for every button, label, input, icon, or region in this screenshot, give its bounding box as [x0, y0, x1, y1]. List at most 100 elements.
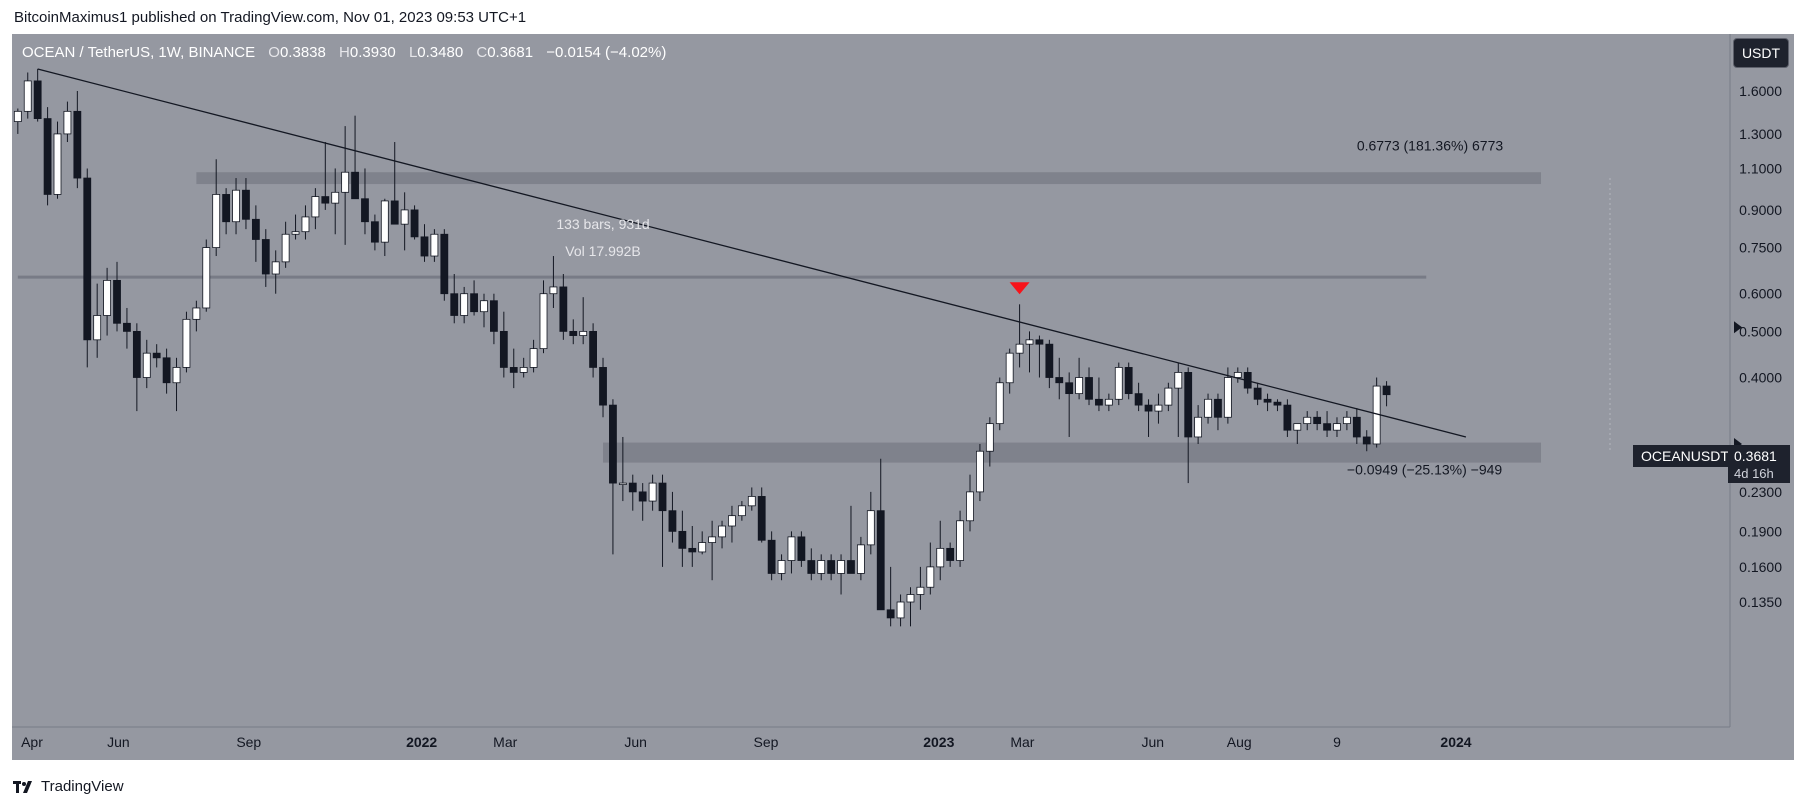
price-tick-label: 0.5000: [1739, 323, 1782, 339]
candle-111: [1095, 377, 1103, 412]
candle-35: [341, 126, 350, 245]
candle-body: [261, 239, 270, 275]
candle-body: [1114, 367, 1123, 400]
candle-88: [866, 491, 875, 555]
candle-70: [688, 526, 697, 567]
candle-body: [73, 110, 82, 179]
candle-33: [321, 142, 330, 210]
candle-body: [450, 293, 459, 316]
candle-118: [1164, 382, 1173, 412]
candle-45: [440, 229, 449, 301]
candle-124: [1223, 367, 1232, 424]
candle-48: [470, 280, 478, 316]
candle-110: [1085, 367, 1093, 406]
candle-131: [1293, 423, 1302, 444]
candle-body: [807, 560, 816, 574]
candle-body: [142, 352, 151, 378]
candle-8: [73, 91, 82, 189]
candle-39: [380, 198, 389, 257]
candle-body: [737, 505, 746, 517]
candle-body: [1263, 398, 1272, 403]
candle-90: [886, 566, 895, 627]
candle-body: [1005, 352, 1014, 384]
candle-body: [916, 586, 925, 595]
candle-body: [291, 231, 300, 235]
candle-body: [380, 200, 389, 243]
candle-17: [162, 348, 171, 394]
price-tick-label: 0.1900: [1739, 523, 1782, 539]
candle-140: [1382, 381, 1391, 407]
candle-62: [609, 399, 617, 555]
candle-26: [251, 205, 260, 262]
candle-body: [728, 515, 736, 527]
candle-body: [1303, 416, 1312, 425]
candle-body: [212, 194, 221, 248]
candle-86: [847, 505, 855, 574]
candle-102: [1005, 348, 1014, 394]
candle-101: [995, 377, 1004, 431]
currency-button[interactable]: USDT: [1733, 38, 1789, 68]
candle-105: [1035, 335, 1044, 378]
price-tick-label: 1.1000: [1739, 160, 1782, 176]
price-tick-label: 1.6000: [1739, 83, 1782, 99]
candle-61: [599, 357, 607, 418]
candle-57: [559, 274, 568, 340]
candle-55: [539, 280, 548, 354]
legend-change: −0.0154 (−4.02%): [546, 44, 667, 61]
candle-body: [747, 496, 756, 507]
candle-body: [926, 566, 935, 588]
candle-body: [83, 177, 92, 341]
candle-94: [926, 542, 935, 595]
candle-body: [499, 330, 508, 368]
legend-open-label: O: [268, 44, 280, 61]
candle-92: [906, 587, 915, 627]
price-tick-label: 1.3000: [1739, 126, 1782, 142]
candle-43: [420, 224, 429, 262]
candle-77: [757, 487, 766, 543]
candle-body: [509, 367, 518, 373]
candle-body: [430, 233, 439, 257]
price-axis[interactable]: 1.6000 1.3000 1.1000 0.9000 0.7500 0.6000 0.50…: [1734, 83, 1782, 610]
candle-78: [767, 531, 776, 581]
candle-body: [1382, 385, 1391, 396]
candle-body: [192, 307, 201, 320]
candle-66: [648, 474, 657, 511]
candle-body: [787, 536, 796, 561]
time-tick-label: 2024: [1440, 734, 1471, 750]
tradingview-logo[interactable]: TradingView: [13, 778, 124, 795]
legend-symbol: OCEAN / TetherUS, 1W, BINANCE: [22, 44, 256, 61]
candle-body: [1273, 401, 1282, 406]
candle-19: [182, 311, 191, 373]
candle-body: [708, 536, 717, 543]
price-tick-label: 0.4000: [1739, 370, 1782, 386]
candle-body: [847, 560, 855, 574]
candle-138: [1362, 430, 1371, 452]
candlestick-chart[interactable]: 133 bars, 931d Vol 17.992B 0.6773 (181.36%…: [12, 34, 1794, 760]
candle-36: [351, 115, 359, 200]
candle-134: [1323, 411, 1331, 437]
candle-31: [301, 205, 310, 240]
candle-body: [480, 300, 488, 313]
candle-body: [53, 133, 62, 195]
candle-body: [876, 510, 885, 611]
candle-113: [1114, 362, 1123, 406]
annotation-4: −0.0949 (−25.13%) −949: [1347, 462, 1503, 478]
candle-body: [529, 348, 538, 368]
candle-136: [1342, 411, 1351, 431]
candle-body: [440, 233, 449, 295]
time-axis[interactable]: Apr Jun Sep 2022 Mar Jun Sep 2023 Mar Jun Aug 9 2024: [21, 734, 1472, 750]
candle-body: [123, 322, 131, 332]
candle-51: [499, 311, 508, 378]
candle-79: [777, 554, 786, 581]
candle-28: [271, 250, 280, 294]
annotations: 133 bars, 931d Vol 17.992B 0.6773 (181.36%…: [556, 137, 1611, 478]
candle-49: [480, 293, 488, 328]
candle-109: [1075, 357, 1084, 400]
candle-body: [866, 510, 875, 546]
candle-body: [1055, 377, 1064, 384]
rejection-marker: [1009, 282, 1030, 295]
candle-body: [648, 482, 657, 502]
candle-body: [1342, 416, 1351, 425]
candle-body: [718, 525, 726, 538]
time-tick-label: Jun: [624, 734, 647, 750]
